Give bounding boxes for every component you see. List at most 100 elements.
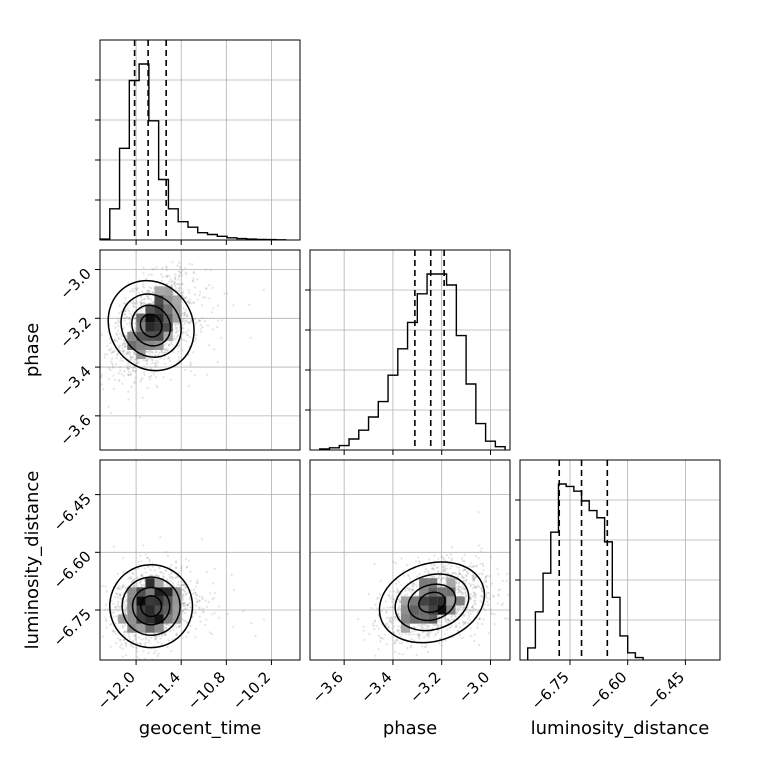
scatter-point [158,567,161,570]
scatter-point [140,302,143,305]
scatter-point [181,294,184,297]
scatter-point [478,617,481,621]
scatter-point [487,591,490,595]
scatter-point [195,594,198,597]
scatter-point [134,371,137,374]
scatter-point [142,371,145,374]
density-cell [428,605,438,615]
tick-label-x: −3.4 [357,668,395,706]
scatter-point [112,545,115,548]
scatter-point [117,312,120,315]
scatter-point [455,581,458,584]
scatter-point [457,607,461,610]
scatter-point [398,600,401,603]
scatter-point [177,580,180,584]
scatter-point [182,339,186,342]
panel-frame-phase-luminosity_distance [309,459,511,661]
scatter-point [142,272,145,275]
scatter-point [469,583,472,586]
scatter-point [191,279,194,282]
scatter-point [442,569,445,572]
scatter-point [174,326,177,329]
scatter-point [481,589,484,593]
scatter-point [497,573,500,576]
scatter-point [171,582,175,585]
scatter-point [148,558,151,561]
scatter-point [441,640,444,643]
scatter-point [177,356,180,359]
scatter-point [146,557,149,560]
scatter-point [458,605,461,608]
scatter-point [185,296,188,299]
scatter-point [142,359,145,362]
scatter-point [474,603,477,606]
scatter-point [439,578,442,582]
scatter-point [417,636,420,639]
scatter-point [143,584,146,587]
scatter-point [436,626,439,629]
scatter-point [444,567,447,570]
scatter-point [134,376,137,379]
scatter-point [420,626,424,629]
scatter-point [174,576,177,580]
scatter-point [443,557,446,561]
scatter-point [181,291,184,295]
scatter-point [189,361,192,364]
scatter-point [390,616,393,619]
scatter-point [169,575,172,578]
scatter-point [109,368,112,372]
scatter-point [406,574,409,577]
scatter-point [422,623,425,627]
histogram-phase [319,273,506,450]
scatter-point [136,286,139,289]
density-cell [145,304,155,314]
scatter-point [178,286,181,289]
scatter-point [469,627,472,630]
scatter-point [388,617,391,620]
scatter-point [131,571,134,575]
scatter-point [168,280,171,284]
scatter-point [182,601,185,605]
scatter-point [112,629,115,632]
scatter-point [433,564,436,567]
scatter-point [420,645,424,648]
scatter-point [189,580,192,583]
scatter-point [462,586,465,589]
scatter-point [474,586,477,589]
scatter-point [462,577,466,580]
scatter-point [132,370,135,373]
scatter-point [478,617,481,620]
scatter-point [412,588,415,592]
scatter-point [188,345,191,348]
scatter-point [124,316,127,319]
scatter-point [131,356,135,359]
scatter-point [479,599,482,602]
scatter-point [485,593,488,596]
scatter-point [466,572,469,575]
scatter-point [441,556,444,559]
scatter-point [184,308,187,312]
scatter-point [160,571,163,574]
scatter-point [393,632,396,635]
scatter-point [180,272,183,275]
scatter-point [449,553,452,556]
density-cell [410,605,420,615]
scatter-point [431,567,434,571]
scatter-point [457,585,460,588]
scatter-point [169,629,172,633]
scatter-point [217,605,220,608]
scatter-point [197,320,200,323]
tick-label-x: −6.60 [585,668,630,713]
scatter-point [398,604,401,607]
scatter-point [141,573,144,576]
scatter-point [457,629,460,633]
scatter-point [506,617,509,620]
scatter-point [390,595,393,598]
xlabel-phase: phase [383,718,437,739]
scatter-point [474,576,477,579]
scatter-point [458,569,461,572]
density-cell [419,614,429,624]
density-cell [127,331,137,341]
scatter-point [113,340,116,343]
scatter-point [210,632,213,636]
